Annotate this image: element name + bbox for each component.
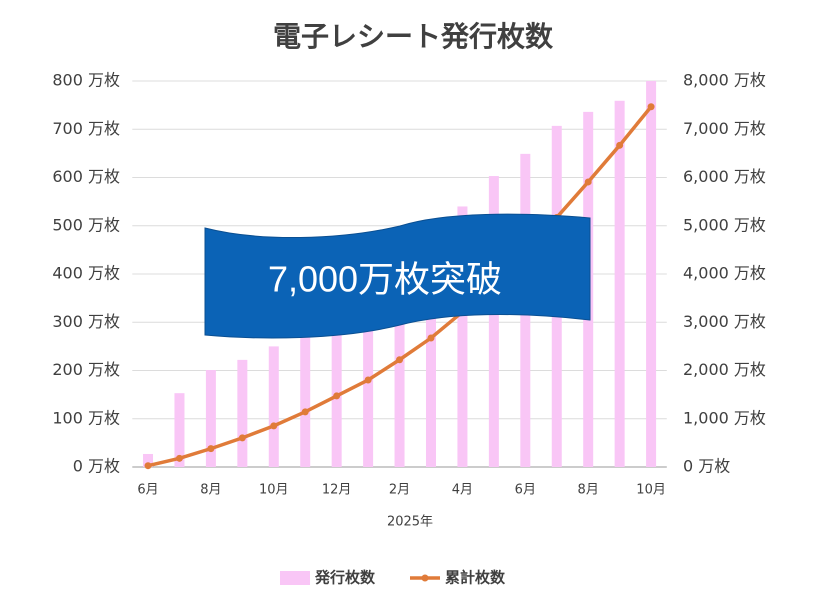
line-marker bbox=[207, 445, 215, 453]
y-tick-label: 600 万枚 bbox=[52, 167, 120, 186]
x-tick-label: 10月 bbox=[636, 483, 666, 498]
y2-tick-label: 3,000 万枚 bbox=[683, 312, 766, 331]
line-marker bbox=[364, 376, 372, 384]
bar bbox=[143, 453, 154, 467]
x-axis-label: 2025年 bbox=[387, 515, 433, 530]
x-tick-label: 4月 bbox=[452, 483, 473, 498]
bar bbox=[457, 206, 468, 467]
y-tick-label: 300 万枚 bbox=[52, 312, 120, 331]
line-marker bbox=[301, 408, 309, 416]
y2-tick-label: 5,000 万枚 bbox=[683, 215, 766, 234]
bar bbox=[300, 327, 311, 467]
line-marker bbox=[238, 434, 246, 442]
line-marker bbox=[270, 422, 278, 430]
line-marker bbox=[647, 103, 655, 111]
bar bbox=[205, 370, 216, 467]
bar bbox=[363, 307, 374, 467]
annotation-text: 7,000万枚突破 bbox=[268, 259, 502, 300]
bar bbox=[646, 81, 657, 467]
bar bbox=[488, 176, 499, 468]
y-tick-label: 700 万枚 bbox=[52, 119, 120, 138]
line-marker bbox=[175, 454, 183, 462]
x-tick-label: 8月 bbox=[200, 483, 221, 498]
x-tick-label: 2月 bbox=[389, 483, 410, 498]
x-tick-label: 12月 bbox=[322, 483, 352, 498]
y2-tick-label: 4,000 万枚 bbox=[683, 264, 766, 283]
legend-swatch-marker bbox=[421, 574, 429, 582]
y-tick-label: 400 万枚 bbox=[52, 264, 120, 283]
x-tick-label: 10月 bbox=[259, 483, 289, 498]
y2-tick-label: 6,000 万枚 bbox=[683, 167, 766, 186]
y-tick-label: 500 万枚 bbox=[52, 215, 120, 234]
x-tick-label: 6月 bbox=[515, 483, 536, 498]
line-marker bbox=[584, 178, 592, 186]
y2-tick-label: 7,000 万枚 bbox=[683, 119, 766, 138]
line-marker bbox=[396, 356, 404, 364]
legend-label: 発行枚数 bbox=[314, 569, 376, 587]
bar bbox=[331, 307, 342, 467]
y-tick-label: 800 万枚 bbox=[52, 71, 120, 90]
bar bbox=[394, 264, 405, 467]
bar bbox=[268, 346, 279, 467]
y2-tick-label: 2,000 万枚 bbox=[683, 360, 766, 379]
y2-tick-label: 1,000 万枚 bbox=[683, 408, 766, 427]
y2-tick-label: 8,000 万枚 bbox=[683, 71, 766, 90]
chart-title: 電子レシート発行枚数 bbox=[273, 20, 554, 53]
bar bbox=[174, 393, 185, 467]
legend-label: 累計枚数 bbox=[445, 569, 506, 587]
line-marker bbox=[427, 334, 435, 342]
y-tick-label: 100 万枚 bbox=[52, 408, 120, 427]
banner-shape bbox=[204, 213, 591, 339]
line-marker bbox=[144, 462, 152, 470]
y2-tick-label: 0 万枚 bbox=[683, 457, 730, 476]
bar bbox=[237, 359, 248, 467]
x-tick-label: 8月 bbox=[578, 483, 599, 498]
y-tick-label: 0 万枚 bbox=[73, 457, 120, 476]
annotation-banner: 7,000万枚突破 bbox=[204, 213, 591, 339]
y-tick-label: 200 万枚 bbox=[52, 360, 120, 379]
line-marker bbox=[616, 141, 624, 149]
bar bbox=[425, 249, 436, 467]
line-marker bbox=[333, 392, 341, 400]
bar bbox=[614, 100, 625, 467]
legend-swatch bbox=[280, 571, 310, 585]
x-tick-label: 6月 bbox=[137, 483, 158, 498]
